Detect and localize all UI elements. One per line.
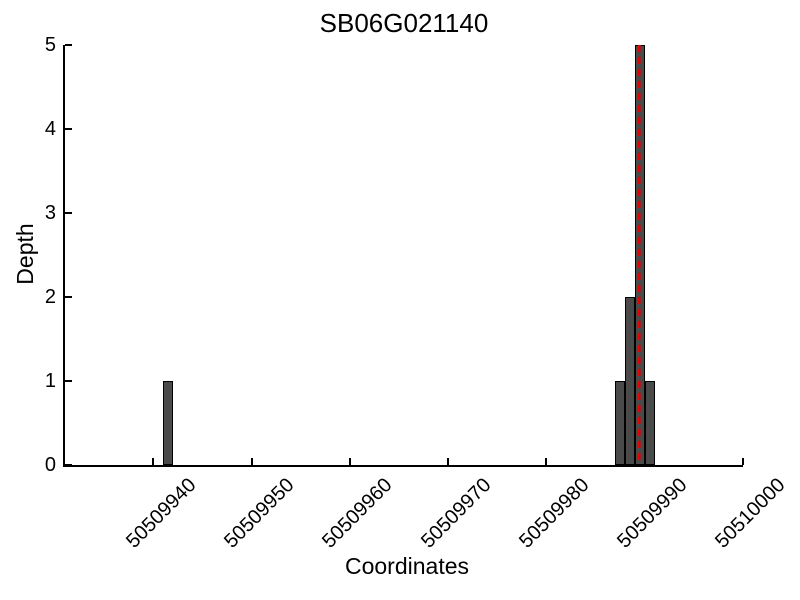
x-tick-label-text: 50509960	[318, 474, 397, 553]
y-tick	[65, 464, 72, 466]
x-tick-label-text: 50509940	[121, 474, 201, 553]
y-tick-label: 4	[44, 118, 56, 140]
y-tick	[65, 44, 72, 46]
y-tick	[65, 212, 72, 214]
x-tick-label-text: 50509990	[613, 474, 692, 553]
y-tick-label: 1	[44, 370, 56, 392]
x-tick-label-text: 50509950	[220, 474, 299, 553]
x-tick	[545, 458, 548, 465]
y-axis-label: Depth	[12, 223, 38, 285]
y-tick	[65, 128, 72, 130]
y-tick-label: 5	[44, 34, 56, 56]
x-axis-label: Coordinates	[344, 553, 470, 579]
plot-area	[63, 44, 744, 467]
y-tick-label: 0	[44, 454, 56, 476]
depth-bar	[615, 381, 626, 465]
marker-line	[638, 45, 642, 465]
x-tick	[152, 458, 155, 465]
y-tick-label: 3	[44, 202, 56, 224]
x-tick-label-text: 50509970	[416, 474, 496, 553]
x-tick	[742, 458, 744, 465]
x-tick	[447, 458, 450, 465]
x-tick	[250, 458, 253, 465]
y-tick	[65, 296, 72, 298]
x-tick-label-text: 50510000	[711, 474, 791, 553]
depth-bar	[163, 381, 174, 465]
y-tick	[65, 380, 72, 382]
depth-bar	[625, 297, 635, 465]
x-tick-label-text: 50509980	[515, 474, 594, 553]
x-tick	[348, 458, 351, 465]
y-tick-label: 2	[44, 286, 56, 308]
depth-bar	[644, 381, 655, 465]
chart-title: SB06G021140	[319, 8, 489, 38]
